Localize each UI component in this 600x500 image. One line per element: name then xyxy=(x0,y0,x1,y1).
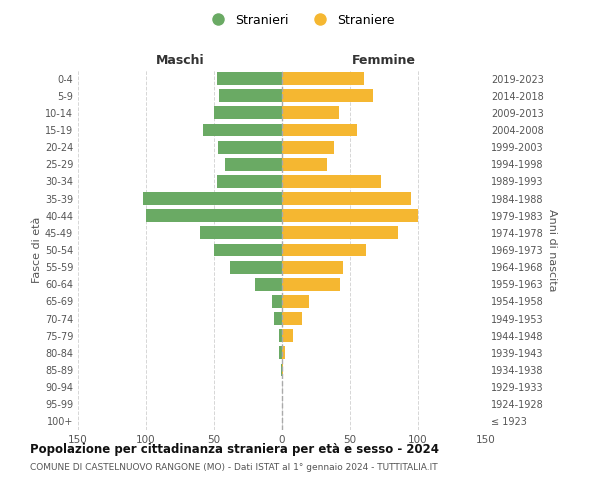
Bar xyxy=(272,295,282,308)
Bar xyxy=(282,295,309,308)
Bar xyxy=(282,260,343,274)
Bar xyxy=(225,158,282,170)
Bar xyxy=(279,346,282,360)
Text: COMUNE DI CASTELNUOVO RANGONE (MO) - Dati ISTAT al 1° gennaio 2024 - TUTTITALIA.: COMUNE DI CASTELNUOVO RANGONE (MO) - Dat… xyxy=(30,462,437,471)
Bar xyxy=(214,244,282,256)
Bar xyxy=(143,192,282,205)
Bar xyxy=(282,278,340,290)
Bar xyxy=(282,312,302,325)
Text: Maschi: Maschi xyxy=(155,54,205,66)
Bar xyxy=(214,106,282,120)
Bar xyxy=(282,364,283,376)
Bar xyxy=(217,72,282,85)
Text: Femmine: Femmine xyxy=(352,54,416,66)
Y-axis label: Fasce di età: Fasce di età xyxy=(32,217,42,283)
Bar xyxy=(217,175,282,188)
Bar xyxy=(282,330,293,342)
Bar xyxy=(220,90,282,102)
Bar xyxy=(203,124,282,136)
Bar xyxy=(281,364,282,376)
Bar xyxy=(282,346,285,360)
Bar xyxy=(279,330,282,342)
Bar xyxy=(282,140,334,153)
Bar xyxy=(255,278,282,290)
Bar xyxy=(282,192,411,205)
Y-axis label: Anni di nascita: Anni di nascita xyxy=(547,209,557,291)
Bar xyxy=(146,210,282,222)
Bar xyxy=(274,312,282,325)
Bar xyxy=(282,106,339,120)
Bar xyxy=(282,175,381,188)
Bar xyxy=(282,210,418,222)
Bar xyxy=(218,140,282,153)
Bar xyxy=(200,226,282,239)
Legend: Stranieri, Straniere: Stranieri, Straniere xyxy=(200,8,400,32)
Bar xyxy=(282,90,373,102)
Bar xyxy=(282,124,357,136)
Bar xyxy=(230,260,282,274)
Bar xyxy=(282,158,327,170)
Bar xyxy=(282,244,367,256)
Text: Popolazione per cittadinanza straniera per età e sesso - 2024: Popolazione per cittadinanza straniera p… xyxy=(30,442,439,456)
Bar xyxy=(282,226,398,239)
Bar xyxy=(282,72,364,85)
